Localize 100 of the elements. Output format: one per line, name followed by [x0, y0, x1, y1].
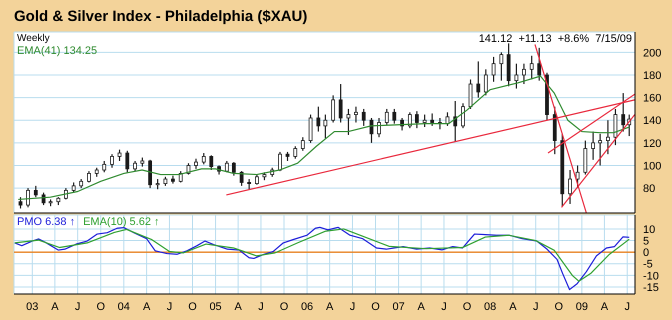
candlestick: [408, 112, 412, 129]
candlestick: [87, 170, 91, 184]
x-tick-label: A: [417, 300, 426, 313]
candlestick: [484, 68, 488, 96]
candlestick: [354, 106, 358, 124]
x-tick-label: J: [350, 300, 356, 313]
text: EMA(41) 134.25: [17, 45, 98, 57]
candlestick: [514, 63, 518, 90]
x-tick-label: A: [509, 300, 518, 313]
chart-title: Gold & Silver Index - Philadelphia ($XAU): [14, 8, 308, 25]
candlestick: [606, 120, 610, 155]
candlestick: [338, 83, 343, 124]
candlestick: [522, 63, 526, 85]
candlestick: [591, 130, 596, 160]
y-tick-label: 100: [643, 160, 662, 172]
candlestick: [621, 92, 626, 132]
candlestick: [202, 152, 206, 165]
candlestick: [583, 140, 588, 176]
candlestick: [400, 117, 404, 132]
x-tick-label: O: [371, 300, 380, 313]
candlestick: [392, 108, 396, 124]
candlestick: [156, 178, 160, 190]
x-tick-label: A: [326, 300, 334, 313]
candlestick: [323, 114, 328, 139]
series-label: PMO 6.38 ↑: [17, 216, 76, 228]
candlestick: [499, 52, 504, 82]
candlestick: [362, 108, 366, 126]
candlestick: [614, 108, 618, 146]
candlestick: [293, 146, 298, 160]
candlestick: [446, 112, 450, 126]
x-tick-label: 04: [118, 300, 130, 313]
y-tick-label: 0: [643, 247, 650, 260]
x-tick-label: J: [74, 300, 80, 313]
candlestick: [118, 149, 122, 162]
y-tick-label: 200: [643, 47, 662, 60]
x-tick-label: J: [441, 300, 447, 313]
y-tick-label: 160: [643, 92, 662, 105]
candlestick: [461, 102, 465, 129]
x-tick-label: 08: [484, 300, 496, 313]
candlestick: [94, 167, 99, 178]
x-tick-label: 06: [300, 300, 314, 313]
candlestick: [492, 56, 496, 82]
candlestick: [34, 185, 38, 198]
y-tick-label: 80: [643, 183, 656, 196]
candlestick: [316, 106, 320, 132]
candlestick: [194, 158, 198, 170]
y-tick-label: 180: [643, 70, 662, 82]
candlestick: [430, 112, 434, 126]
x-tick-label: O: [554, 300, 564, 313]
x-tick-label: 03: [26, 300, 38, 313]
candlestick: [377, 117, 381, 138]
x-tick-label: 05: [209, 300, 222, 313]
x-tick-label: O: [96, 300, 106, 313]
candlestick: [576, 164, 580, 189]
line-series: [14, 228, 630, 282]
candlestick: [370, 117, 374, 144]
x-tick-label: A: [234, 300, 242, 313]
x-tick-label: J: [624, 300, 630, 313]
candlestick: [278, 151, 282, 172]
y-tick-label: 120: [643, 138, 662, 150]
x-tick-label: 07: [392, 300, 405, 313]
candlestick: [125, 150, 130, 173]
candlestick: [79, 178, 84, 189]
candlestick: [537, 47, 542, 82]
candlestick: [133, 160, 137, 172]
candlestick: [110, 154, 114, 168]
annotation: Weekly: [17, 33, 51, 45]
candlestick: [140, 156, 144, 168]
candlestick: [468, 78, 472, 110]
x-tick-label: A: [600, 300, 609, 313]
candlestick: [414, 110, 419, 129]
candlestick: [300, 136, 305, 152]
x-tick-label: 09: [576, 300, 588, 313]
x-tick-label: A: [51, 300, 60, 313]
x-tick-label: O: [280, 300, 289, 313]
candlestick: [18, 196, 22, 210]
candlestick: [568, 169, 572, 205]
y-tick-label: 10: [643, 224, 656, 236]
candlestick: [286, 151, 290, 162]
candlestick: [72, 182, 76, 194]
y-tick-label: -15: [643, 282, 659, 294]
candlestick: [476, 60, 480, 98]
candlestick: [26, 188, 30, 208]
y-tick-label: -10: [643, 270, 659, 282]
x-tick-label: O: [462, 300, 472, 313]
y-tick-label: 5: [643, 235, 650, 248]
candlestick: [331, 94, 336, 124]
candlestick: [209, 154, 214, 171]
candlestick: [164, 176, 168, 186]
candlestick: [102, 160, 106, 173]
line-series: [14, 226, 630, 290]
candlestick: [308, 114, 312, 144]
candlestick: [247, 178, 252, 190]
candlestick: [598, 133, 602, 166]
x-tick-label: O: [188, 300, 198, 313]
x-tick-label: J: [166, 300, 172, 313]
candlestick: [232, 161, 236, 176]
x-tick-label: A: [142, 300, 151, 313]
candlestick: [346, 108, 350, 136]
candlestick: [422, 114, 427, 128]
